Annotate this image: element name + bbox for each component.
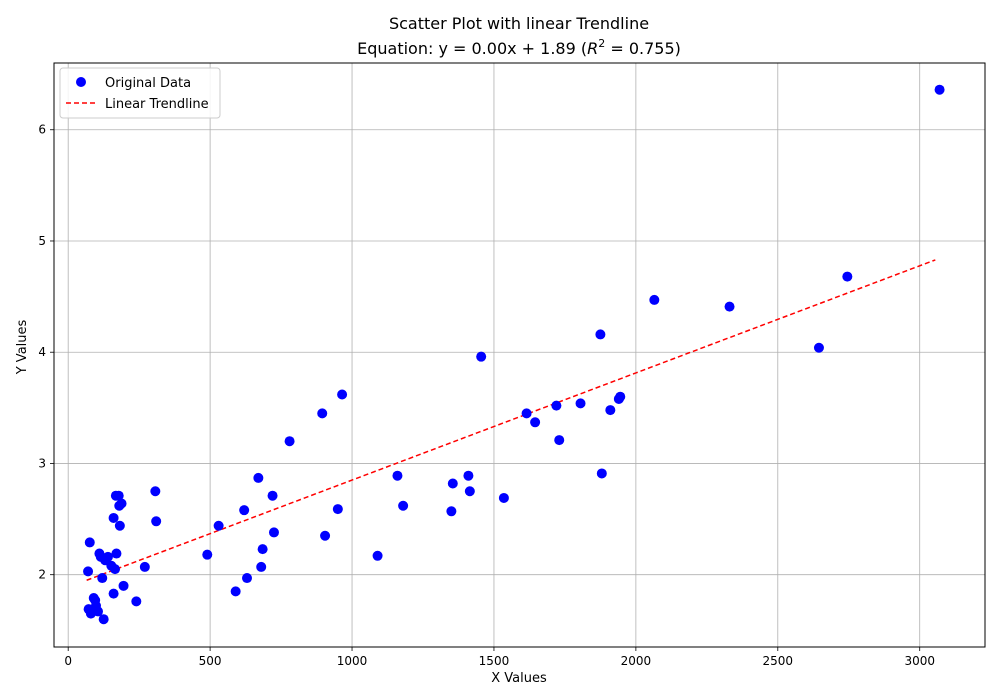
legend: Original Data Linear Trendline	[59, 67, 221, 119]
data-point	[392, 470, 403, 481]
x-axis-label: X Values	[491, 671, 547, 686]
x-tick-label: 1000	[337, 654, 368, 668]
data-point	[476, 351, 487, 362]
data-points	[83, 84, 945, 625]
data-point	[116, 498, 127, 509]
x-tick-label: 3000	[904, 654, 935, 668]
y-tick-label: 3	[38, 456, 46, 470]
data-point	[521, 408, 532, 419]
chart-title: Scatter Plot with linear Trendline	[389, 14, 649, 33]
data-point	[108, 588, 119, 599]
data-point	[446, 506, 457, 517]
data-point	[257, 544, 268, 555]
x-tick-label: 2500	[763, 654, 794, 668]
data-point	[92, 606, 103, 617]
data-point	[151, 516, 162, 527]
data-point	[118, 580, 129, 591]
data-point	[84, 537, 95, 548]
data-point	[268, 527, 279, 538]
data-point	[649, 294, 660, 305]
data-point	[605, 405, 616, 416]
y-axis-ticks: 2 3 4 5 6	[38, 123, 54, 582]
data-point	[464, 486, 475, 497]
data-point	[498, 492, 509, 503]
legend-label-original-data: Original Data	[105, 76, 191, 91]
data-point	[551, 400, 562, 411]
x-tick-label: 2000	[621, 654, 652, 668]
data-point	[139, 561, 150, 572]
data-point	[150, 486, 161, 497]
data-point	[724, 301, 735, 312]
x-tick-label: 0	[64, 654, 72, 668]
legend-marker-original-data	[76, 77, 86, 87]
data-point	[114, 520, 125, 531]
plot-frame	[53, 62, 986, 648]
data-point	[256, 561, 267, 572]
data-point	[398, 500, 409, 511]
data-point	[242, 573, 253, 584]
data-point	[111, 548, 122, 559]
data-point	[97, 573, 108, 584]
y-tick-label: 4	[38, 345, 46, 359]
data-point	[934, 84, 945, 95]
data-point	[253, 472, 264, 483]
data-point	[113, 490, 124, 501]
data-point	[463, 470, 474, 481]
data-point	[596, 468, 607, 479]
trendline	[86, 259, 936, 581]
data-point	[239, 505, 250, 516]
y-tick-label: 6	[38, 123, 46, 137]
data-point	[102, 551, 113, 562]
trendline-layer	[86, 259, 936, 581]
chart-subtitle: Equation: y = 0.00x + 1.89 (R2 = 0.755)	[357, 37, 681, 58]
data-point	[110, 564, 121, 575]
data-point	[842, 271, 853, 282]
data-point	[131, 596, 142, 607]
data-point	[447, 478, 458, 489]
data-point	[98, 614, 109, 625]
x-tick-label: 500	[199, 654, 222, 668]
legend-label-linear-trendline: Linear Trendline	[105, 97, 209, 112]
data-point	[213, 520, 224, 531]
data-point	[813, 342, 824, 353]
data-point	[337, 389, 348, 400]
data-point	[332, 504, 343, 515]
data-point	[530, 417, 541, 428]
y-tick-label: 5	[38, 234, 46, 248]
data-point	[202, 549, 213, 560]
data-point	[284, 436, 295, 447]
legend-box	[59, 67, 221, 119]
data-point	[554, 435, 565, 446]
x-axis-ticks: 0 500 1000 1500 2000 2500 3000	[64, 647, 935, 668]
data-point	[317, 408, 328, 419]
grid-lines	[54, 63, 985, 647]
data-point	[575, 398, 586, 409]
data-point	[595, 329, 606, 340]
data-point	[372, 550, 383, 561]
data-point	[230, 586, 241, 597]
data-point	[108, 512, 119, 523]
y-tick-label: 2	[38, 568, 46, 582]
x-tick-label: 1500	[479, 654, 510, 668]
data-point	[267, 490, 278, 501]
data-point	[615, 391, 626, 402]
data-point	[83, 566, 94, 577]
y-axis-label: Y Values	[15, 320, 30, 376]
data-point	[320, 530, 331, 541]
